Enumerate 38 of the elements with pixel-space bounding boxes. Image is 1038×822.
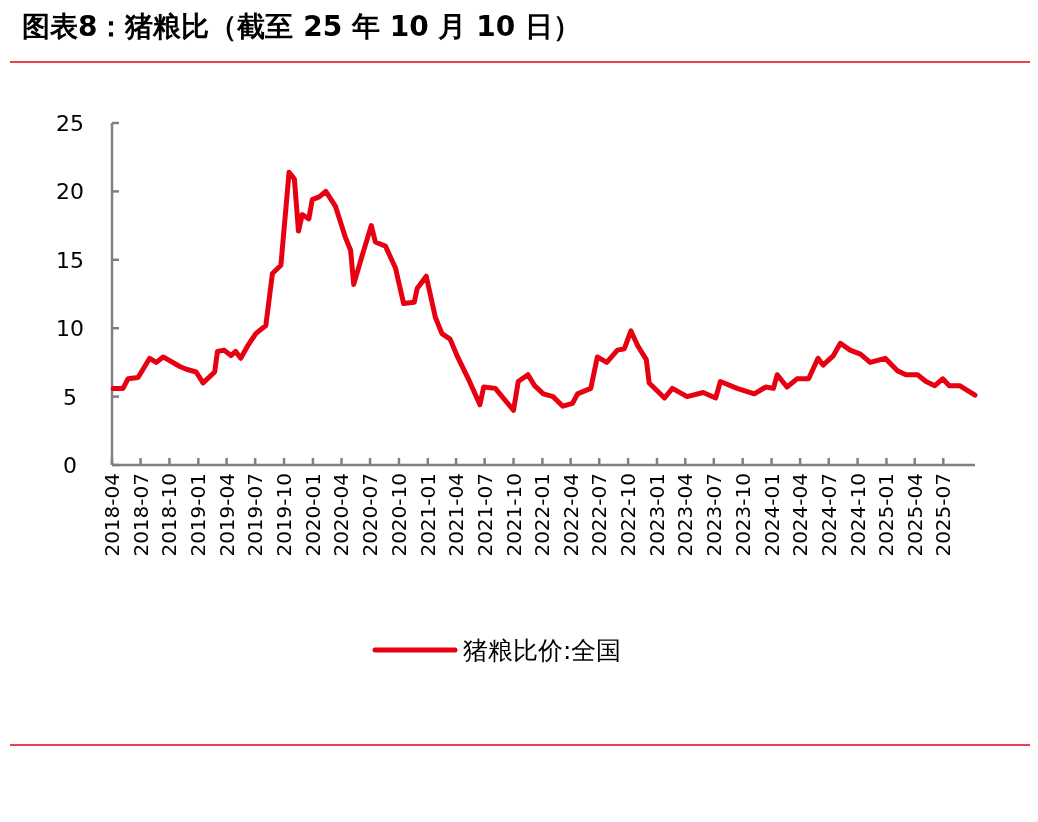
x-tick-label: 2018-04: [100, 473, 124, 557]
y-tick-label: 10: [56, 316, 84, 342]
x-tick-label: 2022-07: [587, 473, 612, 557]
x-tick-label: 2023-04: [673, 473, 698, 557]
x-tick-label: 2020-01: [300, 473, 325, 557]
x-tick-label: 2024-04: [788, 473, 813, 557]
x-tick-label: 2019-04: [214, 473, 239, 557]
x-tick-label: 2020-07: [358, 473, 383, 557]
x-tick-label: 2019-01: [186, 473, 211, 557]
chart-title: 图表8：猪粮比（截至 25 年 10 月 10 日）: [22, 10, 581, 43]
x-tick-label: 2019-10: [272, 473, 297, 557]
x-tick-label: 2020-10: [386, 473, 411, 557]
x-tick-label: 2022-10: [616, 473, 641, 557]
y-tick-label: 15: [56, 247, 84, 273]
x-tick-label: 2022-04: [558, 473, 583, 557]
x-tick-label: 2022-01: [530, 473, 555, 557]
x-tick-label: 2024-01: [759, 473, 784, 557]
x-tick-label: 2018-07: [128, 473, 153, 557]
x-tick-label: 2025-01: [874, 473, 899, 557]
x-tick-label: 2024-07: [816, 473, 841, 557]
x-tick-label: 2021-10: [501, 473, 526, 557]
x-tick-label: 2025-04: [902, 473, 927, 557]
x-tick-label: 2019-07: [243, 473, 268, 557]
y-tick-label: 20: [56, 179, 84, 205]
y-tick-label: 5: [63, 384, 77, 410]
x-tick-label: 2021-01: [415, 473, 440, 557]
x-tick-label: 2025-07: [931, 473, 956, 557]
x-tick-label: 2021-07: [472, 473, 497, 557]
x-tick-label: 2024-10: [845, 473, 870, 557]
x-tick-label: 2023-10: [730, 473, 755, 557]
x-tick-label: 2023-01: [644, 473, 669, 557]
y-tick-label: 25: [56, 111, 84, 136]
x-tick-label: 2018-10: [157, 473, 182, 557]
x-tick-label: 2023-07: [701, 473, 726, 557]
y-tick-label: 0: [63, 453, 77, 478]
x-tick-label: 2021-04: [444, 473, 469, 557]
legend-label: 猪粮比价:全国: [463, 636, 622, 665]
x-tick-label: 2020-04: [329, 473, 354, 557]
